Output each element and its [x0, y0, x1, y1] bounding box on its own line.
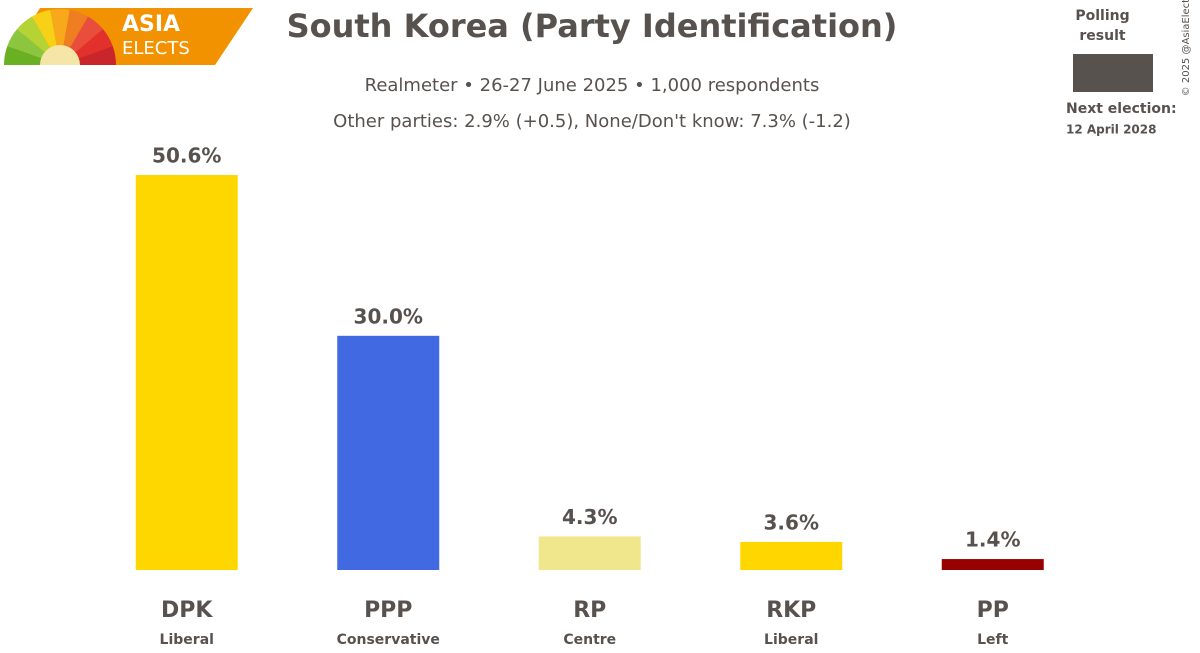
- logo-wedge: [50, 8, 70, 65]
- x-tick-label: RP: [573, 598, 606, 623]
- x-tick-sublabel: Liberal: [764, 632, 818, 648]
- x-tick-sublabel: Left: [977, 632, 1009, 648]
- chart-title: South Korea (Party Identification): [287, 7, 898, 45]
- x-tick-label: DPK: [161, 598, 213, 623]
- bar: [941, 559, 1044, 570]
- bar: [337, 335, 440, 570]
- chart-subtitle: Other parties: 2.9% (+0.5), None/Don't k…: [333, 111, 851, 132]
- next-election-date: 12 April 2028: [1066, 123, 1156, 137]
- value-label: 4.3%: [562, 505, 617, 529]
- logo-hub: [40, 45, 80, 65]
- bar: [740, 541, 843, 570]
- logo: ASIA ELECTS: [4, 8, 253, 66]
- bar: [538, 536, 641, 570]
- x-tick-sublabel: Liberal: [160, 632, 214, 648]
- chart-subtitle: Realmeter • 26-27 June 2025 • 1,000 resp…: [365, 75, 820, 96]
- copyright: © 2025 @AsiaElects: [1181, 0, 1192, 96]
- x-tick-sublabel: Conservative: [337, 632, 440, 648]
- logo-text: ASIA: [122, 12, 180, 37]
- x-tick-label: PP: [977, 598, 1009, 623]
- x-tick-sublabel: Centre: [563, 632, 616, 648]
- legend-label-box: Polling result: [1075, 8, 1130, 44]
- value-label: 30.0%: [354, 304, 423, 328]
- value-label: 1.4%: [965, 528, 1020, 552]
- x-tick-label: PPP: [364, 598, 412, 623]
- legend-swatch: [1073, 54, 1153, 92]
- bar: [135, 175, 238, 570]
- logo-text: ELECTS: [122, 38, 190, 59]
- x-tick-label: RKP: [766, 598, 816, 623]
- value-label: 50.6%: [152, 144, 221, 168]
- value-label: 3.6%: [764, 510, 819, 534]
- next-election-label: Next election:: [1066, 101, 1177, 117]
- legend-label: Polling result: [1075, 8, 1130, 44]
